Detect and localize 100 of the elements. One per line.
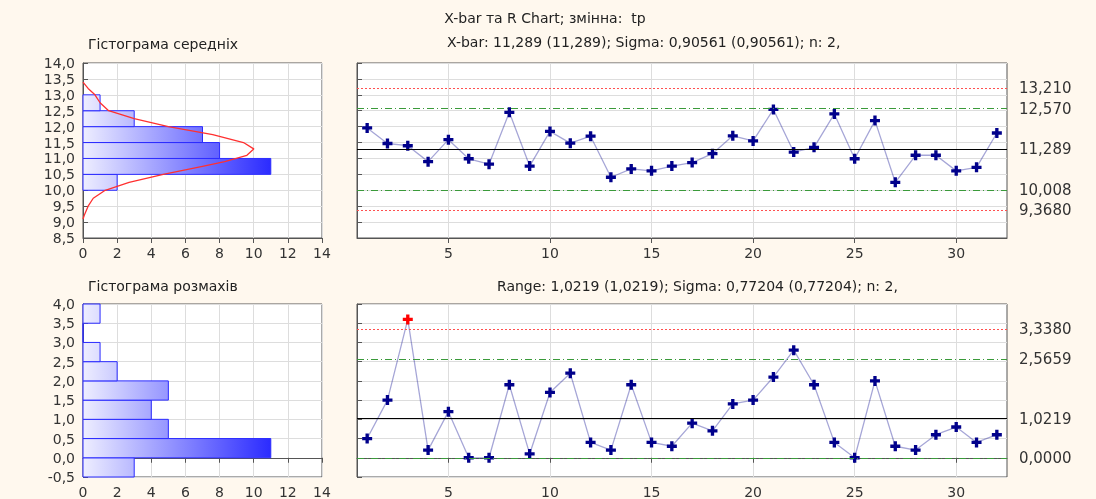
point [423,156,434,167]
x-tick-label: 12 [278,245,297,261]
point [565,138,576,149]
x-tick-label: 8 [215,245,225,261]
point [382,138,393,149]
point [829,108,840,119]
point [585,437,596,448]
y-tick-label: 11,0 [43,150,75,167]
y-tick-label: 10,0 [43,182,75,199]
point [524,161,535,172]
x-tick-label: 25 [845,245,864,261]
point [971,437,982,448]
x-tick-label: 10 [244,245,263,261]
x-tick-label: 20 [744,484,763,499]
y-tick-label: 0,0 [52,449,75,466]
x-tick-label: 25 [845,484,864,499]
point [991,429,1002,440]
point [463,153,474,164]
chart-title: X-bar та R Chart; змінна: tp [444,10,646,26]
y-tick-label: 9,5 [52,198,75,215]
x-tick-label: 8 [215,484,225,499]
x-tick-label: 14 [313,245,331,261]
point [890,177,901,188]
point [585,131,596,142]
point [930,150,941,161]
point [687,157,698,168]
y-tick-label: -0,5 [47,469,75,485]
point [646,165,657,176]
ref-line-label: 0,0000 [1019,448,1072,467]
y-tick-label: 10,5 [43,166,75,183]
x-tick-label: 5 [443,484,453,499]
chart-title: Гістограма розмахів [88,278,238,294]
ref-line-label: 1,0219 [1019,409,1072,428]
point [930,429,941,440]
y-tick-label: 8,5 [52,230,75,246]
point [707,425,718,436]
point [504,379,515,390]
point [605,172,616,183]
y-tick-label: 2,0 [52,372,75,389]
point [748,135,759,146]
point [788,147,799,158]
x-tick-label: 10 [541,245,559,261]
point [788,345,799,356]
ref-line-label: 10,008 [1019,180,1072,199]
point [362,122,373,133]
ref-line-label: 13,210 [1019,79,1072,98]
point [687,418,698,429]
x-tick-label: 4 [146,245,156,261]
point [727,130,738,141]
x-tick-label: 30 [947,245,966,261]
x-tick-label: 5 [443,245,453,261]
point [362,433,373,444]
point [646,437,657,448]
y-tick-label: 14,0 [43,55,75,71]
point [443,406,454,417]
y-tick-label: 9,0 [52,214,75,231]
x-tick-label: 0 [78,245,88,261]
point [991,128,1002,138]
x-tick-label: 12 [278,484,297,499]
x-tick-label: 4 [146,484,156,499]
x-tick-label: 6 [180,484,190,499]
point [910,445,921,456]
ref-line-label: 11,289 [1019,140,1072,159]
y-tick-label: 4,0 [52,296,75,312]
point [768,372,779,383]
point [443,134,454,145]
x-tick-label: 30 [947,484,966,499]
point [869,115,880,126]
chart-title: Range: 1,0219 (1,0219); Sigma: 0,77204 (0,77204); n: 2, [497,278,898,294]
ref-line-label: 3,3380 [1019,320,1072,339]
x-tick-label: 10 [244,484,263,499]
point [524,448,535,459]
point [849,153,860,164]
point [402,314,413,325]
point [809,142,820,153]
point [565,368,576,379]
ref-line-label: 12,570 [1019,99,1072,118]
point [626,163,637,174]
chart-title: Гістограма середніх [88,36,239,52]
point [484,159,495,170]
point [666,161,677,172]
x-tick-label: 14 [313,484,331,499]
point [382,395,393,406]
x-tick-label: 15 [642,484,661,499]
point [890,441,901,452]
x-tick-label: 2 [112,245,122,261]
point [544,126,555,137]
y-tick-label: 13,0 [43,86,75,103]
point [748,395,759,406]
y-tick-label: 1,0 [52,411,75,428]
point [504,107,515,118]
y-tick-label: 12,0 [43,118,75,135]
point [727,398,738,409]
x-tick-label: 15 [642,245,661,261]
point [951,422,962,433]
y-tick-label: 0,5 [52,430,75,447]
y-tick-label: 11,5 [43,134,75,151]
point [829,437,840,448]
point [666,441,677,452]
y-tick-label: 13,5 [43,70,75,87]
